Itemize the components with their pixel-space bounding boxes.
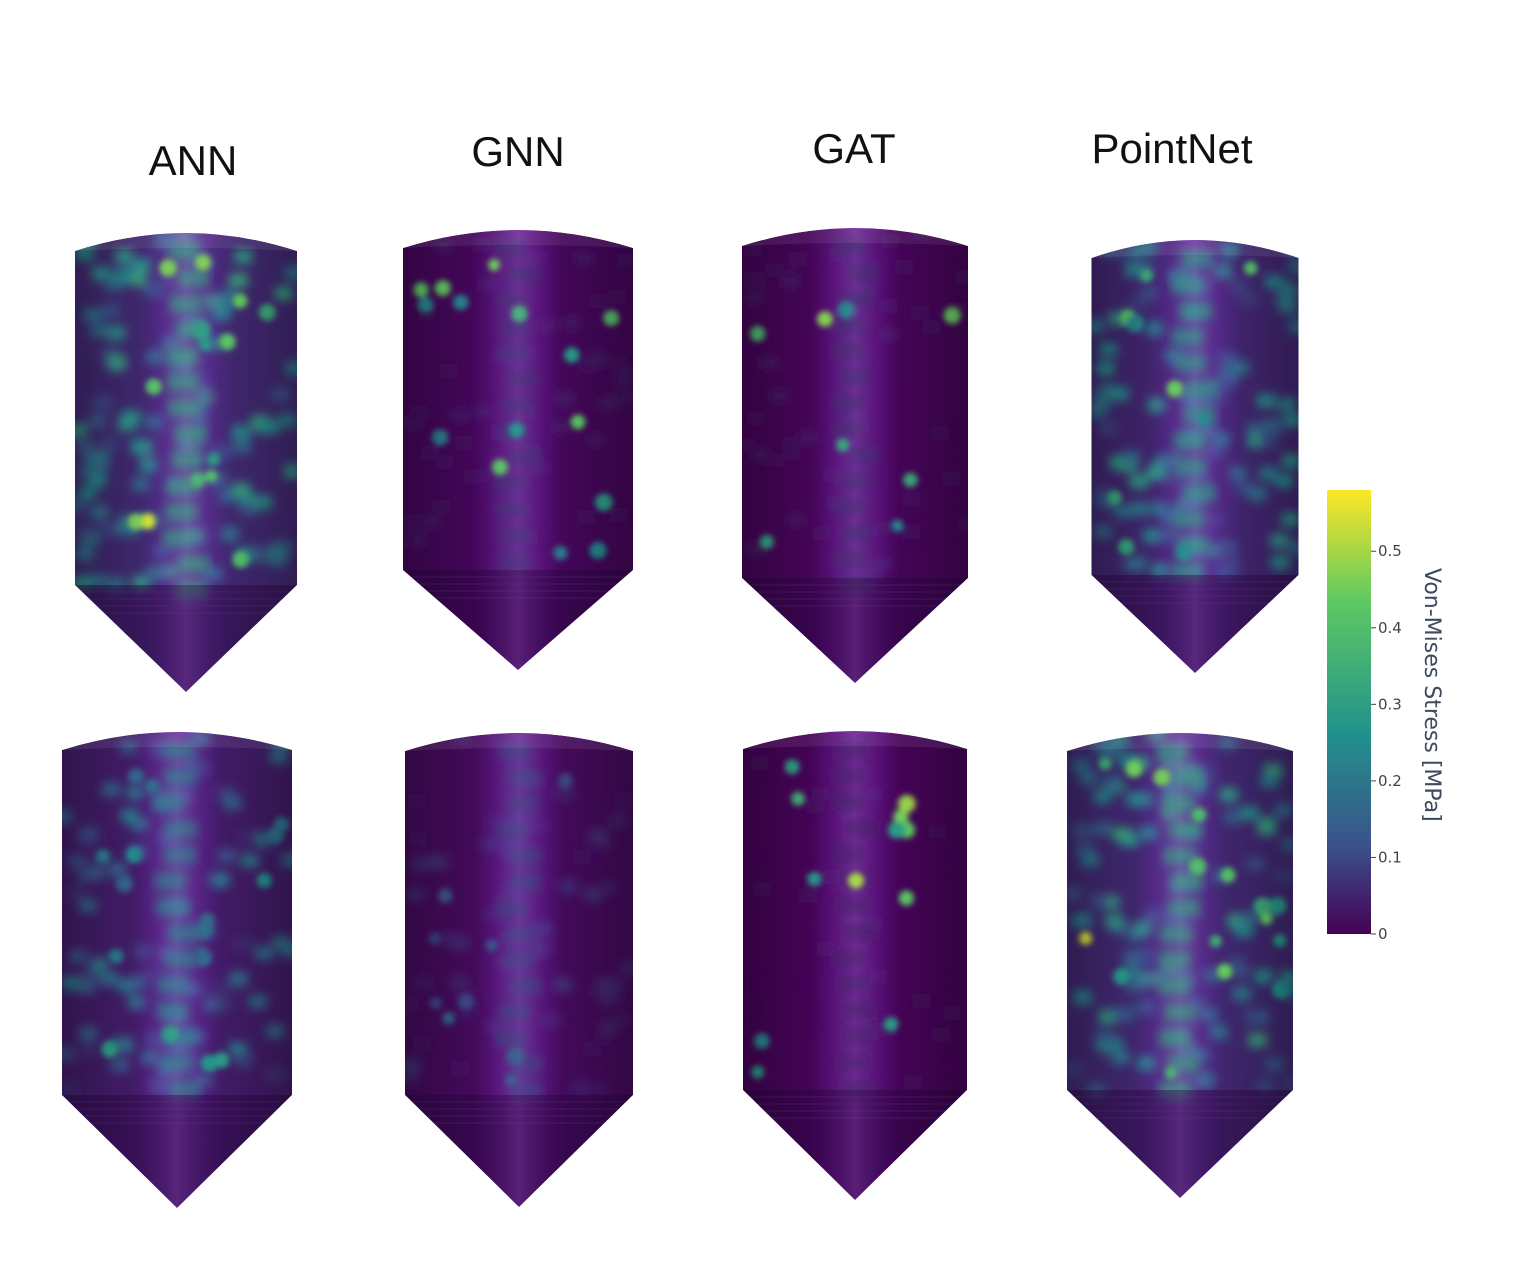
silo-pointnet-row2 (1067, 733, 1293, 1198)
silo-gnn-row1 (403, 230, 633, 670)
colorbar-tick-label: 0.1 (1378, 848, 1402, 866)
silo-gat-row1 (742, 228, 968, 683)
colorbar-tick-label: 0.3 (1378, 695, 1402, 713)
silo-ann-row2 (62, 732, 292, 1208)
column-title-pointnet: PointNet (1091, 125, 1252, 172)
colorbar-tick-label: 0.5 (1378, 542, 1402, 560)
silo-gnn-row2 (405, 733, 633, 1207)
column-title-gnn: GNN (471, 128, 564, 175)
colorbar-tick-label: 0.2 (1378, 772, 1402, 790)
colorbar-title: Von-Mises Stress [MPa] (1419, 568, 1444, 822)
colorbar: 0 0.1 0.2 0.3 0.4 0.5 Von-Mises Stress [MPa] (1327, 490, 1444, 943)
colorbar-ticks: 0 0.1 0.2 0.3 0.4 0.5 (1371, 542, 1402, 943)
silo-ann-row1 (75, 233, 297, 692)
silo-gat-row2 (743, 731, 967, 1200)
colorbar-tick-label: 0 (1378, 925, 1388, 943)
colorbar-tick-label: 0.4 (1378, 619, 1402, 637)
column-title-ann: ANN (149, 137, 238, 184)
column-title-gat: GAT (812, 125, 895, 172)
silo-panels (62, 228, 1299, 1208)
silo-pointnet-row1 (1091, 240, 1299, 673)
colorbar-gradient (1327, 490, 1371, 934)
